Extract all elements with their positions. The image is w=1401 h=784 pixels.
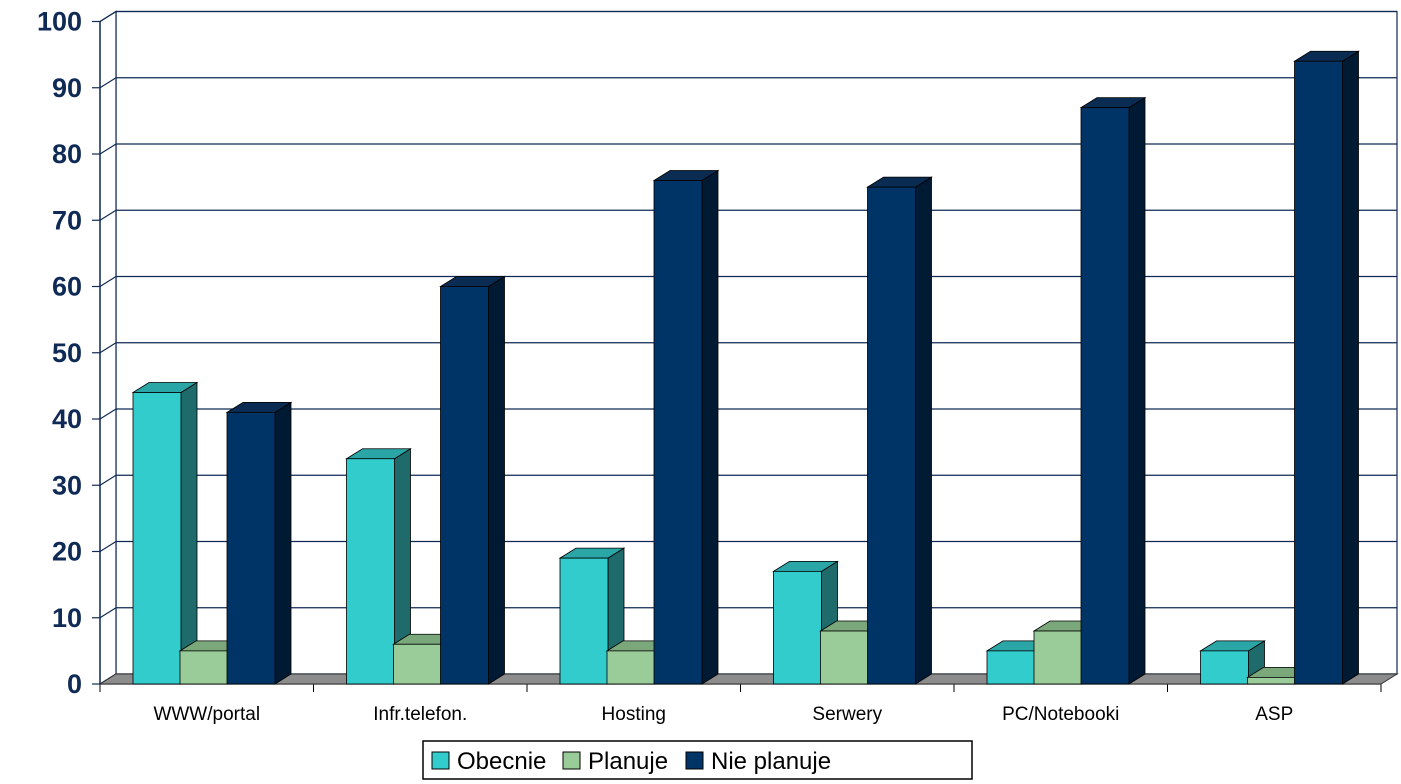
bar-front (1080, 107, 1130, 685)
x-tick-label-serwery: Serwery (812, 704, 882, 725)
bar-nie-planuje-asp (1293, 50, 1360, 685)
legend-label-obecnie: Obecnie (457, 748, 546, 775)
bar-front (559, 557, 609, 685)
gridline-side-60 (99, 275, 117, 288)
y-tick-label-40: 40 (52, 404, 82, 434)
y-tick-label-70: 70 (52, 205, 82, 235)
bar-front (346, 458, 395, 685)
legend: Obecnie Planuje Nie planuje (422, 740, 973, 780)
x-tick-label-infr-telefon: Infr.telefon. (373, 704, 467, 725)
x-tick-label-hosting: Hosting (602, 704, 666, 725)
gridline-side-10 (99, 607, 117, 619)
gridline-side-80 (99, 143, 117, 155)
y-tick-labels: 0 10 20 30 40 50 60 70 80 90 100 (37, 7, 82, 700)
bar-side (180, 381, 198, 685)
bar-side (915, 176, 932, 685)
y-tick-label-20: 20 (52, 537, 82, 567)
bar-front (606, 650, 656, 685)
bar-side (1342, 50, 1359, 685)
bar-front (440, 286, 489, 685)
bars (131, 50, 1360, 685)
legend-label-nie-planuje: Nie planuje (711, 748, 831, 775)
bar-front (179, 650, 229, 685)
bar-nie-planuje-infr-telefon (439, 275, 506, 685)
y-tick-label-30: 30 (52, 470, 82, 500)
gridlines (99, 10, 1397, 685)
bar-front (653, 180, 703, 685)
bar-obecnie-asp (1199, 640, 1266, 685)
x-tick-labels: WWW/portal Infr.telefon. Hosting Serwery PC/… (153, 704, 1293, 725)
x-tick-label-pc-notebooki: PC/Notebooki (1002, 704, 1119, 725)
bar-obecnie-infr-telefon (345, 448, 412, 685)
y-tick-label-0: 0 (67, 669, 82, 699)
gridline-side-100 (99, 10, 117, 23)
bar-front (773, 570, 822, 685)
bar-nie-planuje-serwery (866, 176, 933, 685)
x-tick-label-www-portal: WWW/portal (153, 704, 260, 725)
gridline-side-30 (99, 474, 117, 486)
y-tick-label-60: 60 (52, 272, 82, 302)
bar-front (820, 630, 869, 685)
x-tick-label-asp: ASP (1255, 704, 1293, 725)
gridline-side-70 (99, 209, 117, 221)
bar-front (986, 650, 1036, 685)
legend-swatch-planuje (562, 751, 581, 770)
bar-front (867, 186, 916, 685)
bar-nie-planuje-pc-notebooki (1079, 96, 1147, 685)
gridline-side-20 (99, 540, 117, 553)
y-tick-label-100: 100 (37, 7, 82, 37)
legend-label-planuje: Planuje (588, 748, 668, 775)
y-tick-label-50: 50 (52, 338, 82, 368)
bar-nie-planuje-www-portal (225, 401, 293, 685)
y-tick-label-90: 90 (52, 73, 82, 103)
bar-front (1200, 650, 1249, 685)
plot-back-wall (99, 10, 1398, 686)
bar-front (1247, 676, 1296, 685)
y-tick-label-10: 10 (52, 603, 82, 633)
bar-front (226, 411, 276, 685)
gridline-side-40 (99, 408, 117, 420)
legend-swatch-nie-planuje (685, 751, 704, 770)
bar-front (1033, 630, 1083, 685)
legend-swatch-obecnie (431, 751, 450, 770)
gridline-side-50 (99, 342, 117, 354)
gridline-side-90 (99, 77, 117, 89)
bar-side (701, 169, 719, 685)
bar-side (274, 401, 292, 685)
bar-front (393, 643, 442, 685)
y-tick-label-80: 80 (52, 139, 82, 169)
bar-nie-planuje-hosting (652, 169, 720, 685)
bar-side (1128, 96, 1146, 685)
bar-front (132, 392, 182, 685)
bar-obecnie-www-portal (131, 381, 199, 685)
bar-front (1294, 60, 1343, 685)
bar-side (488, 275, 505, 685)
